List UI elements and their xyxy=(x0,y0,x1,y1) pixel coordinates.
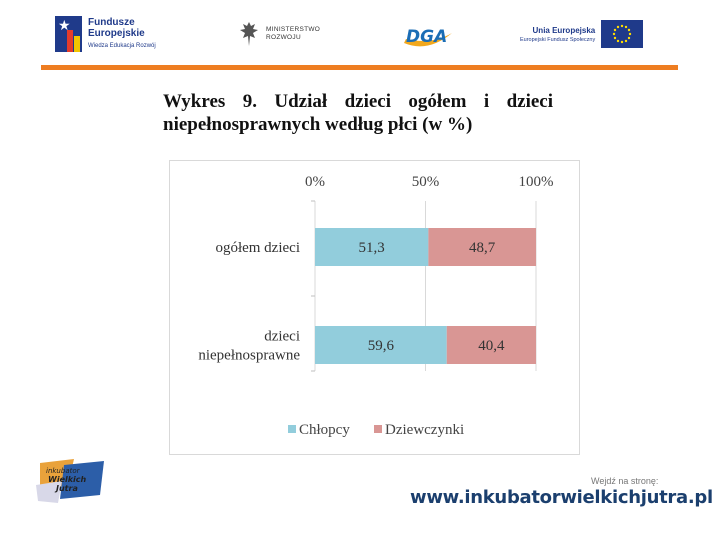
chart-title: Wykres 9. Udział dzieci ogółem i dzieci … xyxy=(163,91,553,135)
data-label: 51,3 xyxy=(359,240,385,256)
fe-logo-line2: Europejskie xyxy=(88,27,145,39)
bar-segment xyxy=(428,228,536,266)
bar-segment xyxy=(446,326,536,364)
eu-logo-line1: Unia Europejska xyxy=(532,25,596,35)
eu-logo-line2: Europejski Fundusz Społeczny xyxy=(520,36,596,43)
x-tick-label: 100% xyxy=(519,174,554,190)
dga-logo-text: DGA xyxy=(406,27,448,47)
ministry-line1: MINISTERSTWO xyxy=(266,26,321,33)
x-tick-label: 0% xyxy=(305,174,325,190)
website-link[interactable]: www.inkubatorwielkichjutra.pl xyxy=(410,487,713,508)
dga-swoosh-icon xyxy=(404,33,452,47)
category-label: dzieci xyxy=(264,329,300,345)
ministry-line2: ROZWOJU xyxy=(266,34,301,41)
legend-swatch xyxy=(374,425,382,433)
dga-logo: DGA xyxy=(402,21,454,51)
legend-swatch xyxy=(288,425,296,433)
fundusze-europejskie-logo: ★ Fundusze Europejskie Wiedza Edukacja R… xyxy=(55,14,175,54)
bar-segment xyxy=(315,326,447,364)
ministry-logo: MINISTERSTWO ROZWOJU xyxy=(238,20,320,48)
eu-logo: Unia Europejska Europejski Fundusz Społe… xyxy=(520,20,644,48)
data-label: 59,6 xyxy=(368,338,395,354)
svg-text:Jutra: Jutra xyxy=(54,484,78,493)
legend-label: Dziewczynki xyxy=(385,422,464,438)
inkubator-wielkich-jutra-logo: inkubator Wielkich Jutra xyxy=(34,455,110,507)
fe-logo-line3: Wiedza Edukacja Rozwój xyxy=(88,42,156,49)
x-tick-label: 50% xyxy=(412,174,440,190)
visit-label: Wejdź na stronę: xyxy=(591,476,659,486)
stacked-bar-chart: 0% 50% 100% 51,3 48,7 59,6 40,4 ogółem dzieci dz… xyxy=(198,174,554,438)
svg-text:inkubator: inkubator xyxy=(46,467,81,475)
category-label: niepełnosprawne xyxy=(198,348,300,364)
svg-text:Wielkich: Wielkich xyxy=(48,475,87,484)
data-label: 40,4 xyxy=(478,338,505,354)
data-label: 48,7 xyxy=(469,240,496,256)
legend-label: Chłopcy xyxy=(299,422,350,438)
eu-flag-icon xyxy=(601,20,644,48)
header-divider xyxy=(41,65,678,70)
chart-area: 0% 50% 100% 51,3 48,7 59,6 40,4 ogółem dzieci dz… xyxy=(169,160,580,455)
fe-logo-line1: Fundusze xyxy=(88,16,135,28)
eagle-emblem-icon xyxy=(240,22,258,46)
bar-segment xyxy=(315,228,429,266)
fe-star-icon: ★ xyxy=(55,16,82,52)
category-label: ogółem dzieci xyxy=(215,240,300,256)
